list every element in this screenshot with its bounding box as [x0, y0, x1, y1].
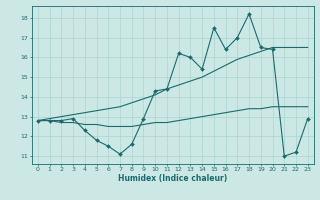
X-axis label: Humidex (Indice chaleur): Humidex (Indice chaleur): [118, 174, 228, 183]
